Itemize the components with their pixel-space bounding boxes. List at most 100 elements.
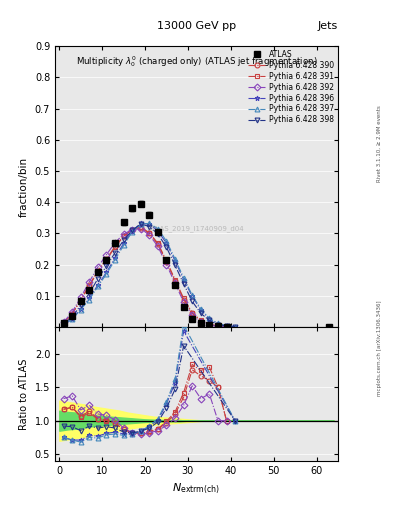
Pythia 6.428 392 (61, 319, 66, 325)
Pythia 6.428 398 (156, 231, 160, 237)
Pythia 6.428 390 (138, 225, 143, 231)
Text: ATLAS_2019_I1740909_d04: ATLAS_2019_I1740909_d04 (148, 225, 245, 232)
Pythia 6.428 392 (104, 251, 109, 258)
Pythia 6.428 390 (224, 324, 229, 330)
Pythia 6.428 397 (113, 257, 118, 263)
Pythia 6.428 396 (224, 323, 229, 329)
Pythia 6.428 392 (70, 309, 75, 315)
Pythia 6.428 390 (87, 282, 92, 288)
Pythia 6.428 396 (138, 220, 143, 226)
Pythia 6.428 397 (130, 229, 134, 235)
X-axis label: $N_{\mathrm{extrm(ch)}}$: $N_{\mathrm{extrm(ch)}}$ (173, 481, 220, 496)
Pythia 6.428 398 (198, 310, 203, 316)
Line: Pythia 6.428 390: Pythia 6.428 390 (61, 225, 229, 329)
Pythia 6.428 398 (147, 223, 152, 229)
Pythia 6.428 398 (121, 237, 126, 243)
Pythia 6.428 391 (78, 297, 83, 303)
Pythia 6.428 390 (70, 311, 75, 317)
Pythia 6.428 396 (156, 228, 160, 234)
Pythia 6.428 397 (87, 296, 92, 303)
Pythia 6.428 396 (113, 254, 118, 261)
Pythia 6.428 390 (104, 256, 109, 262)
Pythia 6.428 397 (121, 242, 126, 248)
Pythia 6.428 390 (113, 243, 118, 249)
Pythia 6.428 390 (164, 259, 169, 265)
Pythia 6.428 396 (70, 316, 75, 322)
Pythia 6.428 396 (78, 306, 83, 312)
Pythia 6.428 398 (173, 262, 177, 268)
Pythia 6.428 391 (95, 268, 100, 274)
Pythia 6.428 391 (138, 224, 143, 230)
Pythia 6.428 398 (87, 290, 92, 296)
Pythia 6.428 391 (198, 317, 203, 324)
Pythia 6.428 392 (78, 294, 83, 301)
Pythia 6.428 398 (104, 263, 109, 269)
Pythia 6.428 396 (87, 295, 92, 302)
Pythia 6.428 397 (233, 324, 237, 330)
Line: Pythia 6.428 398: Pythia 6.428 398 (61, 222, 237, 329)
Pythia 6.428 392 (147, 232, 152, 238)
Pythia 6.428 398 (181, 281, 186, 287)
Line: Pythia 6.428 391: Pythia 6.428 391 (61, 225, 229, 329)
Pythia 6.428 396 (104, 269, 109, 275)
Pythia 6.428 396 (181, 276, 186, 283)
Pythia 6.428 391 (216, 323, 220, 329)
Pythia 6.428 392 (121, 231, 126, 237)
Pythia 6.428 398 (216, 322, 220, 328)
Pythia 6.428 397 (70, 316, 75, 322)
Pythia 6.428 391 (113, 244, 118, 250)
Pythia 6.428 390 (207, 322, 212, 328)
Pythia 6.428 391 (190, 310, 195, 316)
Pythia 6.428 396 (61, 321, 66, 327)
Pythia 6.428 397 (78, 307, 83, 313)
Pythia 6.428 396 (130, 228, 134, 234)
Pythia 6.428 398 (130, 227, 134, 233)
Pythia 6.428 390 (198, 318, 203, 324)
Pythia 6.428 397 (198, 306, 203, 312)
Pythia 6.428 391 (70, 311, 75, 317)
Pythia 6.428 391 (104, 257, 109, 263)
Pythia 6.428 396 (190, 293, 195, 300)
Pythia 6.428 397 (95, 283, 100, 289)
Pythia 6.428 391 (147, 230, 152, 236)
Pythia 6.428 391 (173, 276, 177, 283)
Pythia 6.428 391 (87, 283, 92, 289)
Pythia 6.428 397 (173, 256, 177, 262)
Text: Multiplicity $\lambda_0^0$ (charged only) (ATLAS jet fragmentation): Multiplicity $\lambda_0^0$ (charged only… (76, 54, 317, 70)
Pythia 6.428 398 (233, 324, 237, 330)
Pythia 6.428 392 (95, 264, 100, 270)
Pythia 6.428 390 (121, 233, 126, 239)
Pythia 6.428 397 (181, 274, 186, 281)
Text: Jets: Jets (318, 20, 338, 31)
Pythia 6.428 398 (78, 302, 83, 308)
Line: Pythia 6.428 396: Pythia 6.428 396 (61, 221, 237, 329)
Pythia 6.428 398 (138, 221, 143, 227)
Pythia 6.428 392 (138, 226, 143, 232)
Pythia 6.428 396 (147, 221, 152, 227)
Pythia 6.428 397 (147, 220, 152, 226)
Text: mcplots.cern.ch [arXiv:1306.3436]: mcplots.cern.ch [arXiv:1306.3436] (377, 301, 382, 396)
Pythia 6.428 392 (190, 312, 195, 318)
Text: Rivet 3.1.10, ≥ 2.9M events: Rivet 3.1.10, ≥ 2.9M events (377, 105, 382, 182)
Pythia 6.428 396 (216, 321, 220, 327)
Pythia 6.428 396 (95, 282, 100, 288)
Pythia 6.428 398 (207, 317, 212, 324)
Pythia 6.428 390 (156, 241, 160, 247)
Pythia 6.428 398 (70, 314, 75, 320)
Pythia 6.428 392 (198, 319, 203, 325)
Pythia 6.428 392 (224, 324, 229, 330)
Text: 13000 GeV pp: 13000 GeV pp (157, 20, 236, 31)
Pythia 6.428 390 (130, 226, 134, 232)
Pythia 6.428 392 (207, 322, 212, 328)
Pythia 6.428 392 (164, 262, 169, 268)
Pythia 6.428 397 (61, 321, 66, 327)
Pythia 6.428 391 (130, 226, 134, 232)
Pythia 6.428 391 (181, 295, 186, 302)
Pythia 6.428 396 (121, 240, 126, 246)
Pythia 6.428 390 (61, 319, 66, 326)
Pythia 6.428 392 (156, 243, 160, 249)
Pythia 6.428 390 (181, 296, 186, 303)
Pythia 6.428 397 (138, 221, 143, 227)
Pythia 6.428 397 (207, 315, 212, 322)
Pythia 6.428 398 (113, 250, 118, 256)
